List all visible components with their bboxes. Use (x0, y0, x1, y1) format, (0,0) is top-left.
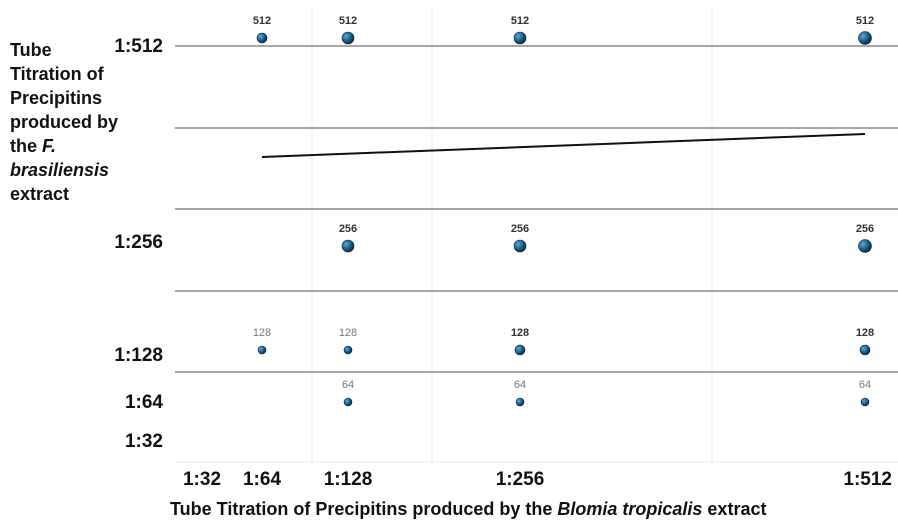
data-label: 256 (511, 223, 529, 235)
y-tick-label: 1:256 (114, 232, 163, 253)
data-point (860, 397, 870, 407)
data-point (513, 31, 527, 45)
y-axis-label-line-3: Precipitins (10, 88, 103, 108)
y-tick-label: 1:512 (114, 36, 163, 57)
data-label: 512 (253, 15, 271, 27)
data-label: 256 (856, 223, 874, 235)
y-axis-label-line-5-prefix: the (10, 136, 43, 156)
data-label: 128 (511, 327, 529, 339)
y-axis-label-line-4: produced by (10, 112, 119, 132)
x-axis-label-italic: Blomia tropicalis (557, 499, 703, 519)
data-label: 512 (339, 15, 357, 27)
y-tick-label: 1:64 (125, 392, 163, 413)
data-point (343, 345, 353, 355)
x-tick-label: 1:128 (324, 469, 373, 490)
data-point (513, 239, 527, 253)
x-axis-label-prefix: Tube Titration of Precipitins produced b… (170, 499, 558, 519)
data-point (515, 397, 525, 407)
y-axis-label-line-5-italic: F. (42, 136, 57, 156)
data-point (859, 344, 871, 356)
y-axis-label-line-2: Titration of (10, 64, 104, 84)
data-label: 64 (514, 379, 526, 391)
y-tick-label: 1:128 (114, 345, 163, 366)
x-tick-label: 1:32 (183, 469, 221, 490)
data-point (858, 239, 872, 253)
x-tick-label: 1:64 (243, 469, 281, 490)
data-label: 512 (511, 15, 529, 27)
data-label: 512 (856, 15, 874, 27)
y-axis-label-line-5: the F. (10, 134, 160, 158)
data-point (514, 344, 526, 356)
data-label: 256 (339, 223, 357, 235)
y-tick-label: 1:32 (125, 431, 163, 452)
trend-line (261, 133, 866, 158)
x-axis-label: Tube Titration of Precipitins produced b… (170, 498, 898, 520)
data-point (256, 32, 268, 44)
data-label: 128 (856, 327, 874, 339)
y-axis-label-line-6: brasiliensis (10, 160, 110, 180)
x-tick-label: 1:256 (496, 469, 545, 490)
data-point (858, 31, 872, 45)
x-tick-label: 1:512 (843, 469, 892, 490)
data-label: 64 (342, 379, 354, 391)
y-axis-label-line-7: extract (10, 184, 70, 204)
data-point (341, 31, 355, 45)
grid-layer (175, 8, 898, 463)
data-label: 128 (339, 327, 357, 339)
data-point (341, 239, 355, 253)
data-label: 64 (859, 379, 871, 391)
ticks-layer: 1:512 1:256 1:128 1:64 1:32 1:32 1:64 1:128 1:25… (114, 36, 892, 490)
data-point (343, 397, 353, 407)
data-point (257, 345, 267, 355)
y-axis-label-line-1: Tube (10, 40, 52, 60)
x-axis-label-suffix: extract (702, 499, 767, 519)
data-label: 128 (253, 327, 271, 339)
points-layer: 512 512 512 512 256 256 256 128 128 128 128 64 64 64 (253, 15, 874, 407)
trend-layer (261, 133, 866, 158)
y-axis-label: Tube Titration of Precipitins produced b… (10, 38, 160, 206)
